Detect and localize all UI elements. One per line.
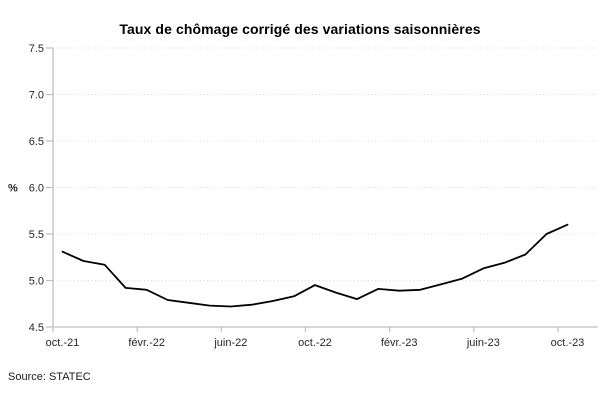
y-axis-unit-label: % (8, 183, 18, 195)
chart-title: Taux de chômage corrigé des variations s… (119, 21, 481, 37)
x-tick-label: juin-23 (466, 337, 500, 349)
x-tick-label: juin-22 (213, 337, 247, 349)
x-tick-label: févr.-23 (381, 337, 418, 349)
x-tick-label: oct.-22 (298, 337, 332, 349)
y-tick-label: 5.0 (29, 276, 44, 288)
y-tick-label: 6.0 (29, 183, 44, 195)
x-tick-label: oct.-23 (551, 337, 585, 349)
x-tick-label: oct.-21 (46, 337, 80, 349)
y-tick-label: 7.0 (29, 90, 44, 102)
source-note: Source: STATEC (8, 371, 91, 383)
y-tick-label: 7.5 (29, 43, 44, 55)
x-tick-label: févr.-22 (128, 337, 165, 349)
y-tick-label: 5.5 (29, 229, 44, 241)
y-tick-label: 4.5 (29, 322, 44, 334)
y-tick-label: 6.5 (29, 136, 44, 148)
unemployment-rate-series (61, 223, 569, 308)
